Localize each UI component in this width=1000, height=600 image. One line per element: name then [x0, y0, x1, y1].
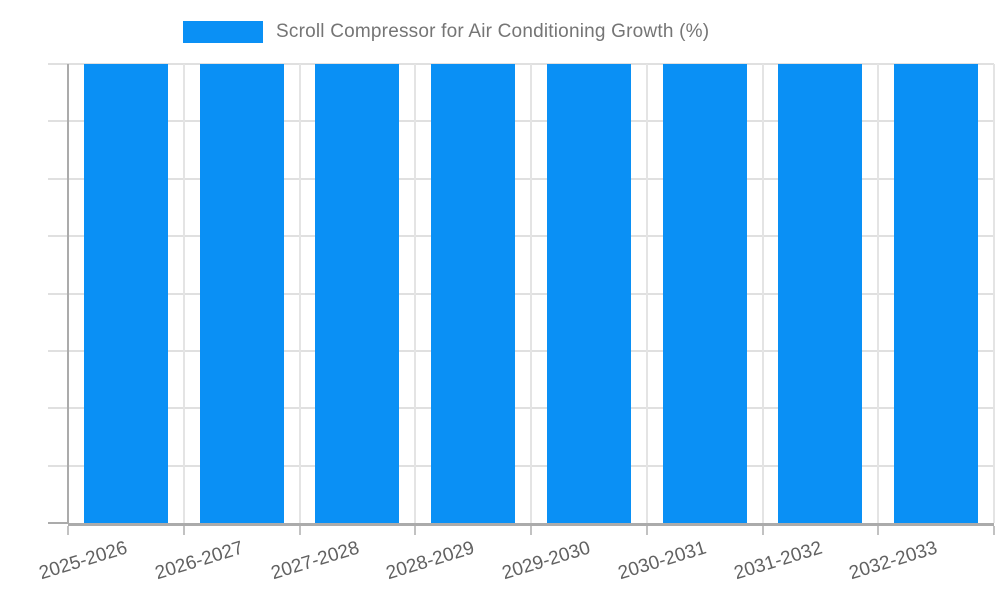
x-gridline	[761, 64, 764, 523]
bar[interactable]	[431, 64, 516, 523]
x-axis-tick-label: 2032-2033	[847, 537, 941, 585]
y-axis-tick	[48, 120, 68, 123]
y-axis-tick	[48, 464, 68, 467]
x-gridline	[877, 64, 880, 523]
bar[interactable]	[778, 64, 863, 523]
legend-label: Scroll Compressor for Air Conditioning G…	[276, 21, 710, 42]
y-axis-tick	[48, 292, 68, 295]
x-axis-tick	[993, 526, 995, 535]
x-axis-tick-label: 2031-2032	[731, 537, 825, 585]
x-axis-tick	[67, 526, 69, 535]
y-axis-tick	[48, 522, 68, 524]
bar[interactable]	[315, 64, 400, 523]
x-axis-tick-label: 2030-2031	[615, 537, 709, 585]
x-axis-tick	[761, 526, 764, 535]
bar[interactable]	[894, 64, 979, 523]
x-axis-tick-label: 2025-2026	[36, 537, 130, 585]
x-gridline	[645, 64, 648, 523]
x-axis-line	[68, 523, 994, 526]
x-gridline	[414, 64, 417, 523]
x-axis-tick-label: 2027-2028	[268, 537, 362, 585]
legend-swatch	[183, 21, 263, 43]
x-axis-tick	[530, 526, 532, 535]
x-axis-tick	[298, 526, 301, 535]
y-axis-tick	[48, 177, 68, 180]
bar[interactable]	[83, 64, 168, 523]
x-gridline	[298, 64, 301, 523]
bar[interactable]	[546, 64, 631, 523]
y-axis-tick	[48, 235, 68, 238]
x-gridline	[182, 64, 185, 523]
chart-legend[interactable]: Scroll Compressor for Air Conditioning G…	[183, 21, 709, 43]
bar[interactable]	[199, 64, 284, 523]
x-axis-tick	[645, 526, 648, 535]
x-axis-tick	[414, 526, 417, 535]
x-axis-tick	[877, 526, 880, 535]
x-axis-tick	[182, 526, 185, 535]
x-axis-tick-label: 2029-2030	[499, 537, 593, 585]
y-axis-tick	[48, 407, 68, 410]
y-axis-tick	[48, 349, 68, 352]
x-axis-tick-label: 2026-2027	[152, 537, 246, 585]
bar[interactable]	[662, 64, 747, 523]
x-gridline	[530, 64, 532, 523]
y-axis-tick	[48, 63, 68, 65]
x-axis-tick-label: 2028-2029	[384, 537, 478, 585]
y-axis-line	[67, 64, 69, 523]
x-gridline	[993, 64, 995, 523]
